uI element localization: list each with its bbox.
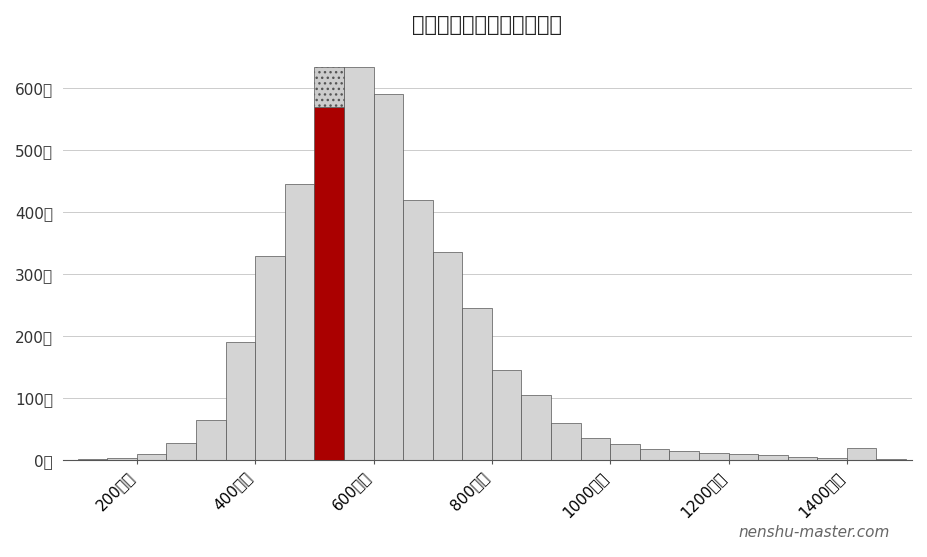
Bar — [255, 256, 285, 460]
Title: 岡山製紙の年収ポジション: 岡山製紙の年収ポジション — [413, 15, 563, 35]
Bar — [729, 454, 758, 460]
Bar — [108, 458, 137, 460]
Bar — [699, 452, 729, 460]
Bar — [314, 67, 344, 107]
Text: nenshu-master.com: nenshu-master.com — [739, 525, 890, 540]
Bar — [137, 454, 167, 460]
Bar — [610, 444, 640, 460]
Bar — [492, 370, 522, 460]
Bar — [285, 184, 314, 460]
Bar — [196, 419, 225, 460]
Bar — [847, 448, 877, 460]
Bar — [580, 438, 610, 460]
Bar — [551, 423, 580, 460]
Bar — [818, 458, 847, 460]
Bar — [167, 443, 196, 460]
Bar — [522, 395, 551, 460]
Bar — [788, 457, 818, 460]
Bar — [640, 449, 669, 460]
Bar — [669, 451, 699, 460]
Bar — [314, 107, 344, 460]
Bar — [403, 200, 433, 460]
Bar — [225, 342, 255, 460]
Bar — [344, 67, 374, 460]
Bar — [463, 308, 492, 460]
Bar — [758, 455, 788, 460]
Bar — [374, 95, 403, 460]
Bar — [877, 459, 906, 460]
Bar — [433, 252, 463, 460]
